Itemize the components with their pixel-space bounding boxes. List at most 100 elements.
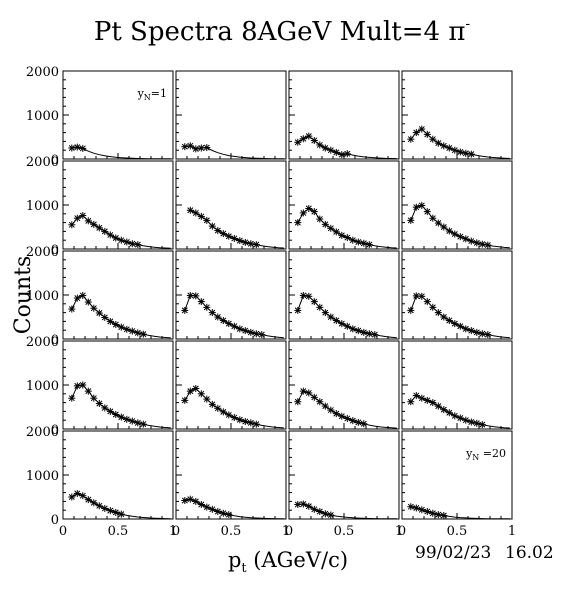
y-tick-label: 0 <box>51 513 59 528</box>
data-point <box>321 510 329 518</box>
data-point <box>445 227 453 235</box>
y-tick-label: 1000 <box>26 379 59 394</box>
data-point <box>310 208 318 216</box>
data-point <box>434 219 442 227</box>
data-point <box>354 327 362 335</box>
data-point <box>456 233 464 241</box>
data-point <box>117 236 125 244</box>
data-point <box>236 416 244 424</box>
data-point <box>90 220 98 228</box>
data-point <box>247 240 255 248</box>
data-point <box>225 232 233 240</box>
data-point <box>139 330 147 338</box>
data-point <box>73 294 81 302</box>
data-point <box>467 327 475 335</box>
data-point <box>101 504 109 512</box>
data-point <box>360 239 368 247</box>
data-point <box>214 404 222 412</box>
data-point <box>445 144 453 152</box>
data-point <box>478 421 486 429</box>
data-point <box>117 413 125 421</box>
data-point <box>241 238 249 246</box>
data-point <box>473 239 481 247</box>
data-point <box>445 409 453 417</box>
data-point <box>473 419 481 427</box>
figure-title: Pt Spectra 8AGeV Mult=4 π- <box>94 16 471 47</box>
panel-20: 0 0.5 1 <box>398 430 516 539</box>
data-point <box>134 419 142 427</box>
data-point <box>68 394 76 402</box>
data-point <box>247 328 255 336</box>
panel-frame <box>62 430 174 520</box>
data-point <box>418 201 426 209</box>
data-point <box>407 398 415 406</box>
data-point <box>338 412 346 420</box>
data-point <box>247 419 255 427</box>
panel-14 <box>175 340 287 430</box>
x-tick-label: 1 <box>508 524 516 539</box>
data-point <box>95 502 103 510</box>
data-point <box>316 303 324 311</box>
fit-curve <box>410 295 510 339</box>
data-point <box>123 238 131 246</box>
panel-frame <box>288 70 400 160</box>
y-tick-label: 2000 <box>26 155 59 170</box>
x-axis-label-sub: t <box>241 561 247 576</box>
data-point <box>407 306 415 314</box>
data-point <box>294 306 302 314</box>
data-point <box>360 420 368 428</box>
data-point <box>219 509 227 517</box>
data-point <box>197 212 205 220</box>
data-point <box>354 418 362 426</box>
data-point <box>310 393 318 401</box>
data-point <box>181 497 189 505</box>
x-tick-label: 0.5 <box>108 524 129 539</box>
x-axis-label-rest: (AGeV/c) <box>247 548 348 572</box>
figure-title-sup: - <box>465 16 470 32</box>
data-point <box>252 330 260 338</box>
data-point <box>192 209 200 217</box>
data-point <box>123 325 131 333</box>
x-tick-label: 0.5 <box>221 524 242 539</box>
data-point <box>181 306 189 314</box>
time-stamp: 16.02 <box>505 543 554 563</box>
data-point <box>252 420 260 428</box>
data-point <box>316 508 324 516</box>
data-point <box>349 236 357 244</box>
data-point <box>451 146 459 154</box>
panel-frame <box>62 70 174 160</box>
panel-annotation: yN=1 <box>137 87 167 102</box>
data-point <box>73 489 81 497</box>
data-point <box>412 203 420 211</box>
data-point <box>321 309 329 317</box>
panel-5: 0 1000 2000 <box>26 155 174 258</box>
panel-2 <box>175 70 287 160</box>
data-point <box>192 292 200 300</box>
data-point <box>112 320 120 328</box>
data-point <box>456 414 464 422</box>
x-tick-label: 0 <box>285 524 293 539</box>
data-point <box>203 303 211 311</box>
data-point <box>478 240 486 248</box>
data-point <box>236 325 244 333</box>
data-point <box>117 323 125 331</box>
data-point <box>365 241 373 249</box>
data-point <box>305 389 313 397</box>
data-point <box>79 144 87 152</box>
data-point <box>294 138 302 146</box>
data-point <box>95 309 103 317</box>
panel-15 <box>288 340 400 430</box>
x-axis-label: pt (AGeV/c) <box>228 548 348 576</box>
data-point <box>236 237 244 245</box>
data-point <box>338 231 346 239</box>
data-point <box>332 410 340 418</box>
y-tick-label: 2000 <box>26 65 59 80</box>
data-point <box>106 507 114 515</box>
data-point <box>434 139 442 147</box>
fit-curve <box>71 146 171 160</box>
data-point <box>434 511 442 519</box>
y-tick-label: 2000 <box>26 335 59 350</box>
x-tick-label: 0.5 <box>447 524 468 539</box>
